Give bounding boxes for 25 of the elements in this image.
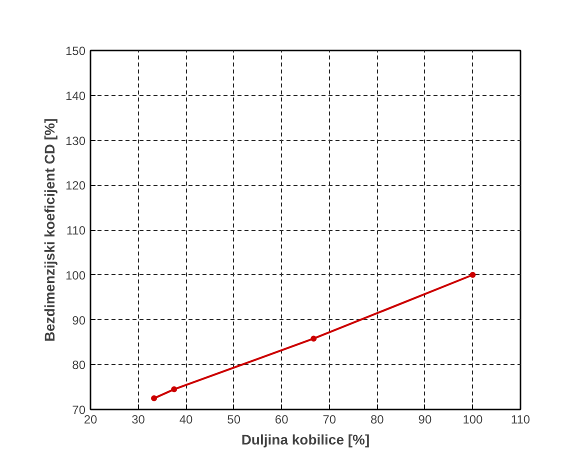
x-tick-label: 100 [462, 412, 484, 426]
x-tick-label: 50 [227, 412, 241, 426]
y-tick-label: 80 [72, 358, 86, 372]
x-tick-label: 40 [179, 412, 194, 426]
x-tick-label: 80 [370, 412, 384, 426]
y-tick-label: 150 [65, 44, 86, 58]
y-axis-title: Bezdimenzijski koeficijent CD [%] [41, 118, 58, 342]
y-tick-label: 100 [65, 268, 86, 282]
y-tick-label: 110 [66, 224, 86, 238]
point [470, 272, 476, 278]
x-tick-label: 20 [84, 412, 98, 426]
x-axis-title: Duljina kobilice [%] [241, 432, 370, 448]
y-tick-label: 70 [72, 403, 86, 417]
y-tick-label: 90 [72, 313, 86, 328]
x-tick-label: 110 [510, 412, 530, 426]
y-tick-label: 130 [65, 134, 86, 148]
y-tick-label: 140 [65, 88, 86, 103]
x-tick-label: 90 [418, 412, 432, 426]
point [171, 386, 178, 392]
point [151, 395, 158, 402]
y-tick-label: 120 [65, 178, 86, 193]
x-tick-label: 60 [274, 412, 289, 426]
x-tick-label: 30 [132, 412, 146, 426]
x-tick-label: 70 [322, 412, 336, 426]
point [310, 336, 317, 342]
